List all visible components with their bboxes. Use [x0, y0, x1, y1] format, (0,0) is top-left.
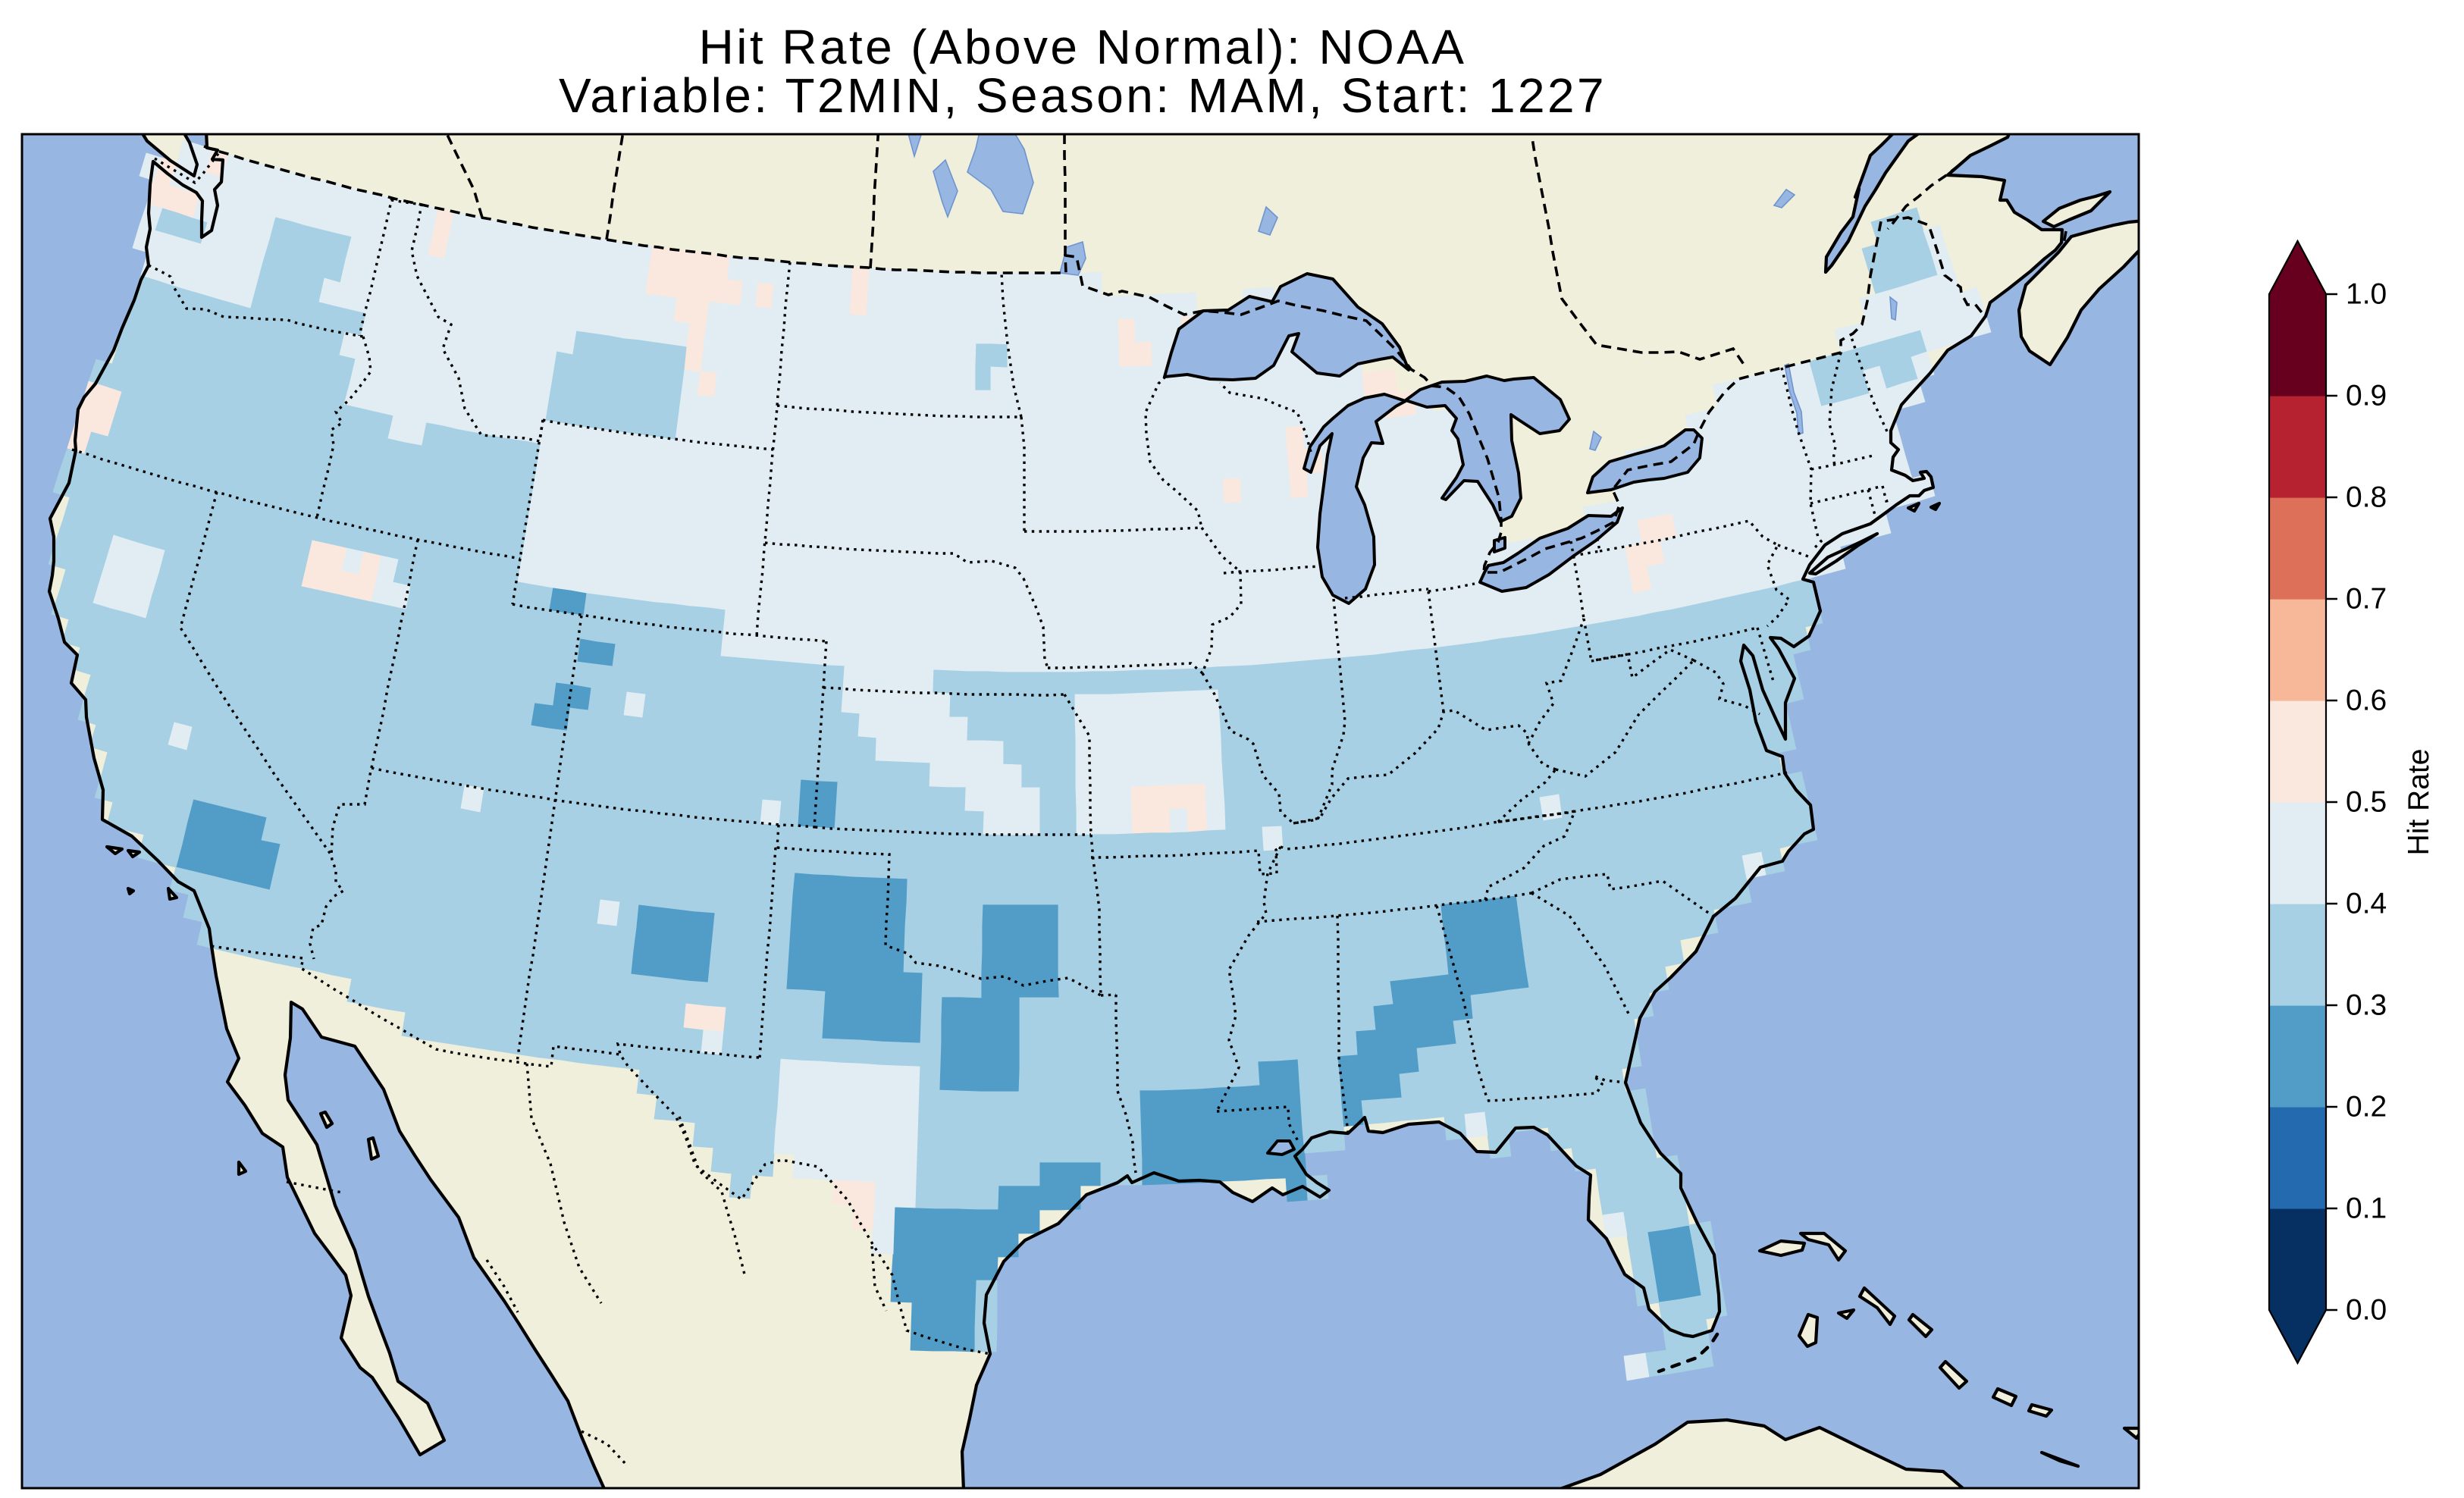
svg-text:0.1: 0.1: [2346, 1192, 2387, 1225]
svg-text:0.6: 0.6: [2346, 685, 2387, 717]
svg-text:0.8: 0.8: [2346, 481, 2387, 514]
svg-text:0.2: 0.2: [2346, 1091, 2387, 1124]
svg-text:Hit Rate: Hit Rate: [2403, 749, 2435, 856]
svg-text:0.9: 0.9: [2346, 380, 2387, 412]
svg-text:0.5: 0.5: [2346, 786, 2387, 819]
svg-text:0.0: 0.0: [2346, 1294, 2387, 1327]
svg-text:0.4: 0.4: [2346, 888, 2387, 920]
svg-text:1.0: 1.0: [2346, 278, 2387, 311]
svg-text:0.7: 0.7: [2346, 583, 2387, 616]
svg-text:Variable: T2MIN, Season: MAM,: Variable: T2MIN, Season: MAM, Start: 122…: [559, 68, 1607, 123]
svg-text:Hit Rate (Above Normal): NOAA: Hit Rate (Above Normal): NOAA: [699, 20, 1467, 74]
svg-text:0.3: 0.3: [2346, 989, 2387, 1022]
